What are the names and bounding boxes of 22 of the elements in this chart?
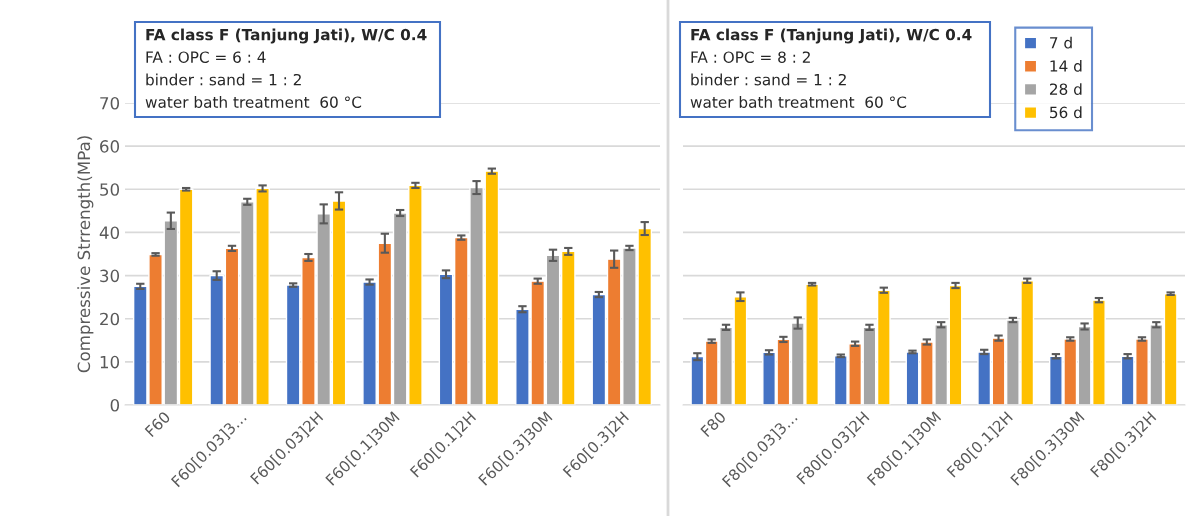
legend-label: 14 d	[1050, 59, 1082, 72]
text: FA : OPC = 8 : 2	[691, 51, 810, 63]
text: binder : sand = 1 : 2	[146, 73, 301, 86]
text: FA class F (Tanjung Jati), W/C 0.4	[691, 28, 972, 44]
text: binder : sand = 1 : 2	[691, 73, 846, 86]
y-tick-label: 30	[100, 269, 120, 283]
x-tick-label: F60	[144, 410, 171, 438]
y-tick-label: 40	[99, 226, 120, 239]
legend-label: 7 d	[1050, 36, 1072, 49]
y-tick-label: 50	[100, 183, 120, 196]
annotation: water bath treatment 60 °C	[145, 96, 362, 108]
annotation: water bath treatment 60 °C	[690, 96, 907, 108]
y-tick-label: 70	[100, 96, 120, 110]
text: FA class F (Tanjung Jati), W/C 0.4	[146, 28, 427, 44]
text: FA : OPC = 6 : 4	[146, 51, 266, 63]
y-tick-label: 10	[100, 355, 120, 369]
legend-label: 56 d	[1050, 106, 1082, 119]
legend-label: 28 d	[1049, 83, 1082, 95]
y-tick-label: 0	[110, 398, 120, 412]
y-tick-label: 60	[100, 140, 120, 153]
y-axis-title: Compressive Strrength(MPa)	[77, 136, 94, 373]
y-tick-label: 20	[100, 312, 120, 326]
